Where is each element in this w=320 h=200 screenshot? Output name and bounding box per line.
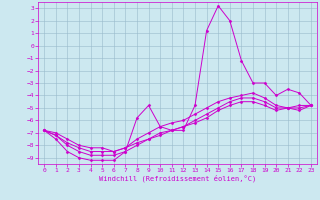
X-axis label: Windchill (Refroidissement éolien,°C): Windchill (Refroidissement éolien,°C) xyxy=(99,175,256,182)
